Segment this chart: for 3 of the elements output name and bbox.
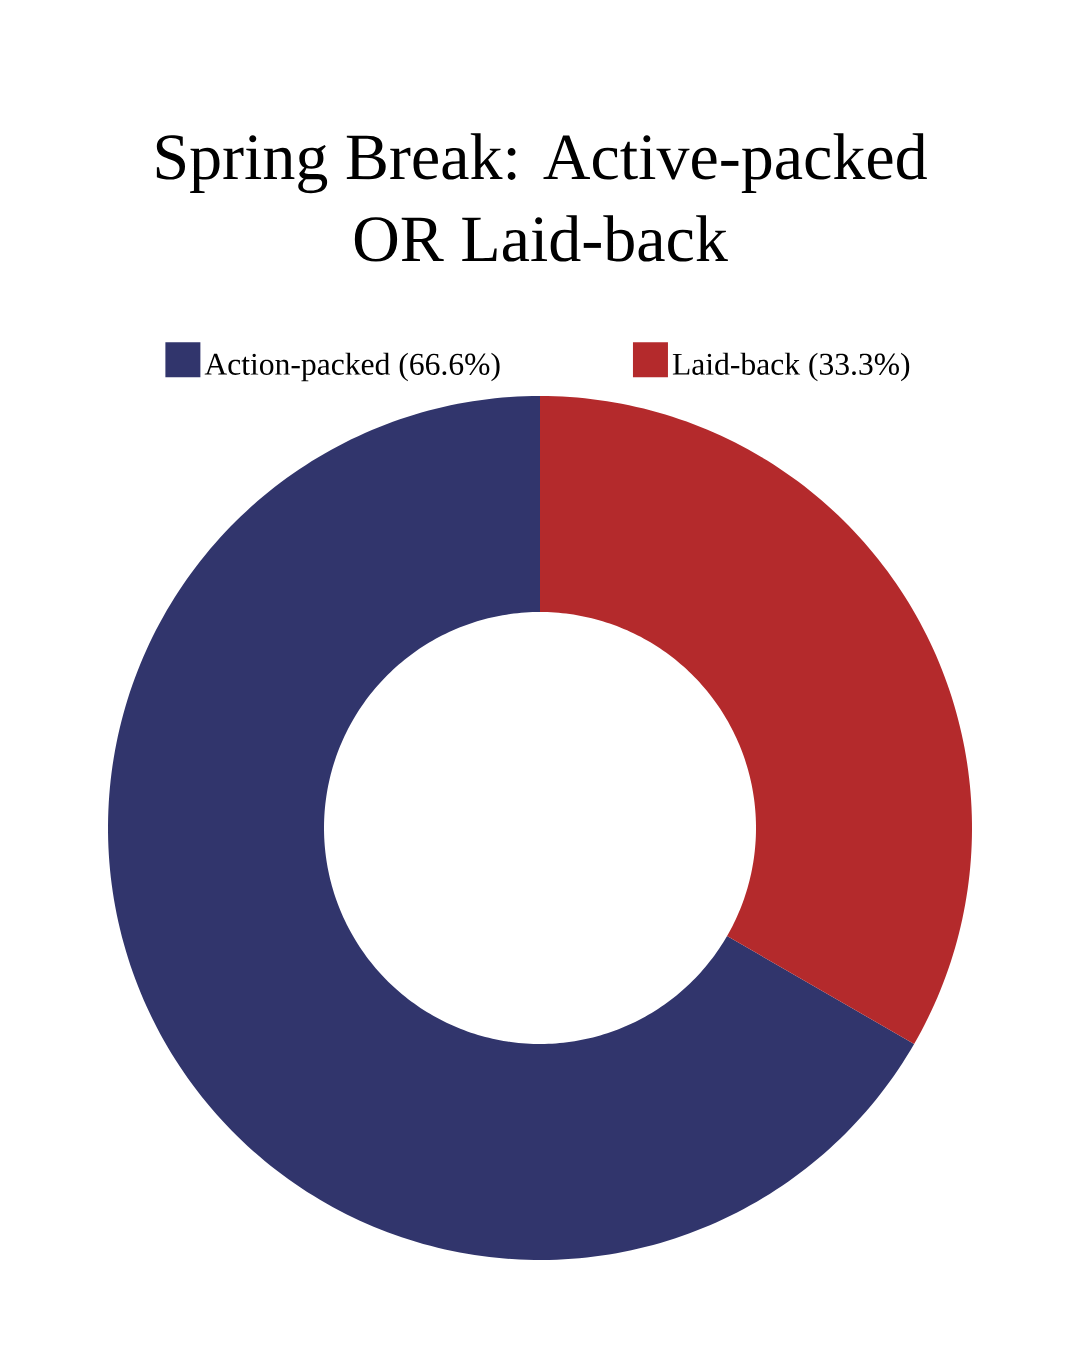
- legend-label: Laid-back (33.3%): [672, 352, 910, 382]
- chart-title: Spring Break: Active-packed OR Laid-back: [156, 133, 927, 262]
- legend-label: Action-packed (66.6%): [204, 352, 500, 382]
